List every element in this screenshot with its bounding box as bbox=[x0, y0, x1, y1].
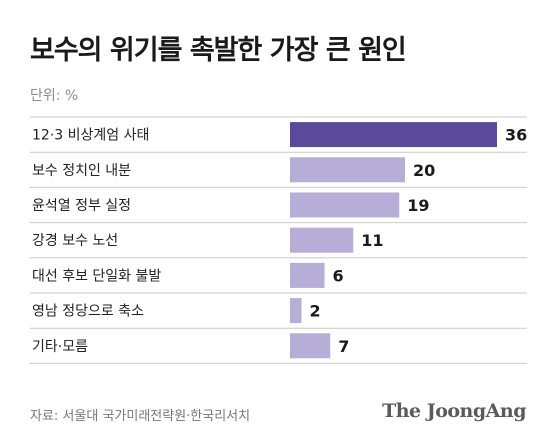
value-label-3: 11 bbox=[361, 231, 383, 250]
bar-3 bbox=[290, 227, 354, 253]
bar-1 bbox=[290, 157, 405, 183]
bar-0 bbox=[290, 122, 497, 148]
bar-2 bbox=[290, 192, 400, 218]
unit-label: 단위: % bbox=[30, 88, 79, 104]
value-label-4: 6 bbox=[333, 266, 344, 285]
category-label-0: 12·3 비상계엄 사태 bbox=[32, 128, 149, 144]
category-label-6: 기타·모름 bbox=[32, 339, 88, 355]
bar-5 bbox=[290, 298, 302, 324]
category-label-4: 대선 후보 단일화 불발 bbox=[32, 268, 161, 284]
value-label-6: 7 bbox=[338, 337, 349, 356]
value-label-1: 20 bbox=[413, 161, 435, 180]
brand-logo: The JoongAng bbox=[382, 400, 526, 422]
chart-title: 보수의 위기를 촉발한 가장 큰 원인 bbox=[30, 35, 407, 66]
category-label-2: 윤석열 정부 실정 bbox=[32, 198, 131, 214]
value-label-5: 2 bbox=[310, 302, 321, 321]
value-label-0: 36 bbox=[505, 126, 527, 145]
source-note: 자료: 서울대 국가미래전략원·한국리서치 bbox=[30, 409, 251, 424]
category-label-5: 영남 정당으로 축소 bbox=[32, 304, 144, 320]
category-label-1: 보수 정치인 내분 bbox=[32, 163, 131, 179]
value-label-2: 19 bbox=[407, 196, 429, 215]
category-label-3: 강경 보수 노선 bbox=[32, 233, 118, 249]
bar-4 bbox=[290, 262, 325, 288]
bar-6 bbox=[290, 333, 331, 359]
